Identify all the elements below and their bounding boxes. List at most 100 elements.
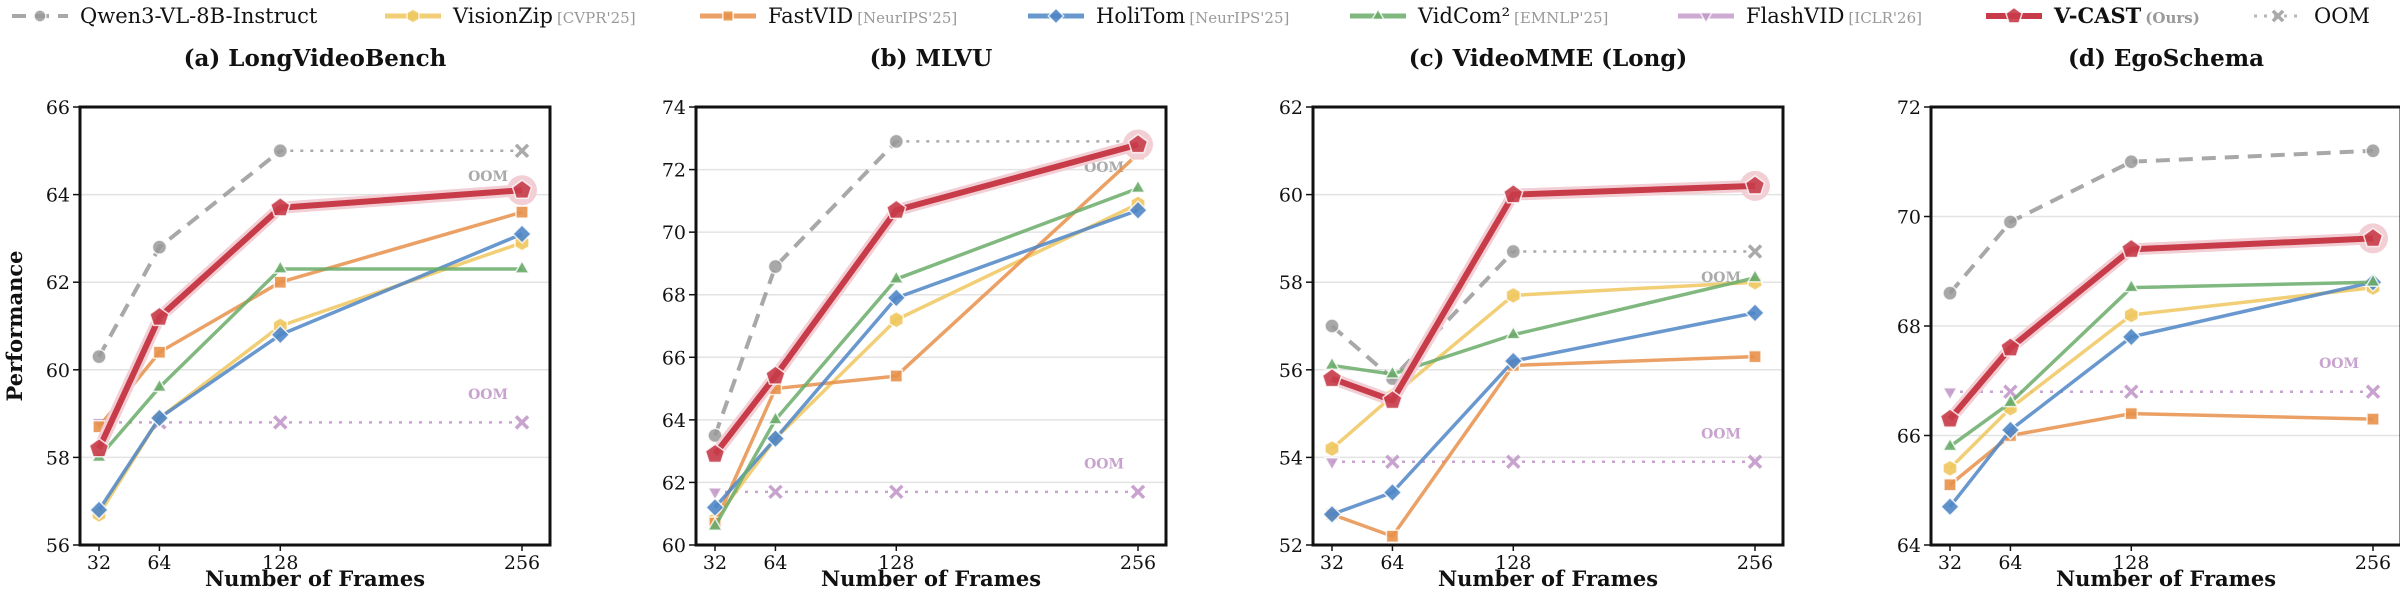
legend-label: VisionZip [CVPR'25] [452, 4, 636, 28]
series-vidcom2 [1941, 272, 2382, 452]
series-fastvid [1943, 406, 2380, 492]
vidcom2-triangle-up-marker [2123, 278, 2140, 293]
panel-1: 56 58 60 62 64 66 32 64 128 256 OOM OOM (a) LongVide… [2, 45, 552, 591]
x-axis-label: Number of Frames [2056, 566, 2276, 591]
oom-label: OOM [468, 169, 508, 185]
series-line [1331, 311, 1756, 516]
panel-2: 60 62 64 66 68 70 72 74 32 64 128 256 OOM OOM (b) MLVU… [662, 45, 1168, 591]
series-line [96, 187, 523, 450]
y-tick-label: 68 [662, 285, 686, 307]
qwen-circle-marker [1324, 318, 1340, 334]
fastvid-square-marker [1385, 529, 1400, 543]
x-tick-label: 128 [262, 552, 298, 574]
qwen-circle-marker [2123, 154, 2140, 170]
x-stroke [1130, 484, 1146, 500]
series-visionzip [707, 195, 1146, 529]
legend-name: FlashVID [1746, 4, 1844, 28]
holitom-diamond-marker [1503, 350, 1524, 372]
series-visionzip [91, 233, 530, 524]
series-vcast [704, 129, 1153, 464]
oom-x-marker-icon [1747, 244, 1763, 259]
oom-label: OOM [1084, 160, 1124, 176]
x-tick-label: 32 [1320, 552, 1344, 574]
legend-label: Qwen3-VL-8B-Instruct [80, 4, 318, 28]
oom-label: OOM [1701, 426, 1741, 442]
series-line [97, 149, 282, 358]
legend-name: HoliTom [1096, 4, 1185, 28]
legend-name: VidCom² [1417, 4, 1510, 28]
series-vcast [1939, 223, 2388, 428]
vidcom2-triangle-up-marker [1505, 325, 1522, 340]
y-tick-label: 58 [46, 447, 70, 469]
oom-x-marker-icon [2124, 384, 2139, 399]
series-visionzip [1942, 278, 2381, 478]
legend-x-marker-icon [2271, 9, 2285, 23]
legend-venue: (Ours) [2145, 9, 2200, 27]
y-tick-label: 66 [1897, 426, 1921, 448]
legend-triangle-down-marker-icon [1698, 11, 1714, 25]
series-line [713, 140, 898, 437]
vcast-pentagon-marker [511, 179, 533, 200]
vcast-pentagon-marker [1939, 408, 1961, 428]
flashvid-triangle-down-marker [706, 487, 724, 502]
oom-x-marker-icon [2003, 384, 2018, 399]
plot-frame [694, 105, 1168, 547]
qwen-circle-marker [2002, 214, 2019, 230]
series-flashvid: OOM [706, 456, 1146, 502]
series-line [97, 267, 522, 459]
y-tick-label: 70 [1897, 207, 1921, 229]
series-vcast [88, 175, 537, 458]
vcast-pentagon-marker [1744, 174, 1766, 195]
vcast-pentagon-marker [1127, 133, 1149, 154]
x-stroke [1747, 454, 1763, 470]
y-tick-label: 62 [46, 272, 70, 294]
qwen-circle-marker [888, 133, 905, 150]
x-stroke [768, 484, 783, 500]
x-stroke [1747, 244, 1763, 259]
series-line [713, 186, 1139, 528]
legend-circle-marker-icon [33, 9, 47, 23]
legend-item-fastvid: FastVID [NeurIPS'25] [700, 4, 957, 28]
holitom-diamond-marker [2121, 326, 2142, 348]
series-line [1330, 182, 1756, 404]
oom-x-marker-icon [273, 415, 288, 430]
oom-label: OOM [468, 387, 508, 403]
qwen-circle-marker [767, 258, 784, 275]
vidcom2-triangle-up-marker [1384, 364, 1401, 379]
legend-label: VidCom² [EMNLP'25] [1417, 4, 1608, 28]
series-vidcom2 [706, 178, 1147, 531]
visionzip-hexagon-marker [1324, 439, 1340, 458]
legend-square-marker-icon [722, 10, 734, 22]
qwen-circle-marker [151, 239, 168, 255]
qwen-circle-marker [272, 143, 289, 159]
series-line [1948, 411, 2374, 487]
holitom-diamond-marker [1744, 302, 1766, 323]
visionzip-hexagon-marker [2123, 306, 2139, 324]
x-tick-label: 64 [1380, 552, 1404, 574]
legend-venue: [CVPR'25] [557, 9, 636, 27]
visionzip-hexagon-marker [1942, 459, 1958, 478]
vidcom2-triangle-up-marker [888, 269, 905, 284]
vcast-pentagon-marker [885, 199, 907, 220]
vcast-pentagon-marker [1502, 183, 1524, 204]
y-tick-label: 64 [662, 410, 686, 432]
vcast-pentagon-marker [2120, 238, 2142, 259]
x-axis-label: Number of Frames [205, 566, 425, 591]
y-tick-label: 68 [1897, 316, 1921, 338]
holitom-diamond-marker [2000, 419, 2021, 441]
vidcom2-triangle-up-marker [1941, 436, 1959, 452]
holitom-diamond-marker [886, 287, 907, 308]
vcast-halo-line [709, 138, 1144, 461]
visionzip-hexagon-marker [888, 310, 904, 329]
legend-diamond-marker-icon [1047, 7, 1065, 25]
y-tick-label: 62 [662, 472, 686, 494]
panel-title: (d) EgoSchema [2068, 45, 2264, 72]
qwen-circle-marker [2365, 143, 2381, 159]
legend-item-qwen: Qwen3-VL-8B-Instruct [12, 4, 318, 28]
chart-panels: 56 58 60 62 64 66 32 64 128 256 OOM OOM (a) LongVide… [2, 45, 2400, 591]
flashvid-triangle-down-marker [1323, 457, 1341, 472]
vidcom2-triangle-up-marker [513, 259, 531, 274]
oom-label: OOM [2319, 356, 2359, 372]
x-stroke [514, 143, 530, 159]
vcast-pentagon-marker [2000, 336, 2021, 357]
